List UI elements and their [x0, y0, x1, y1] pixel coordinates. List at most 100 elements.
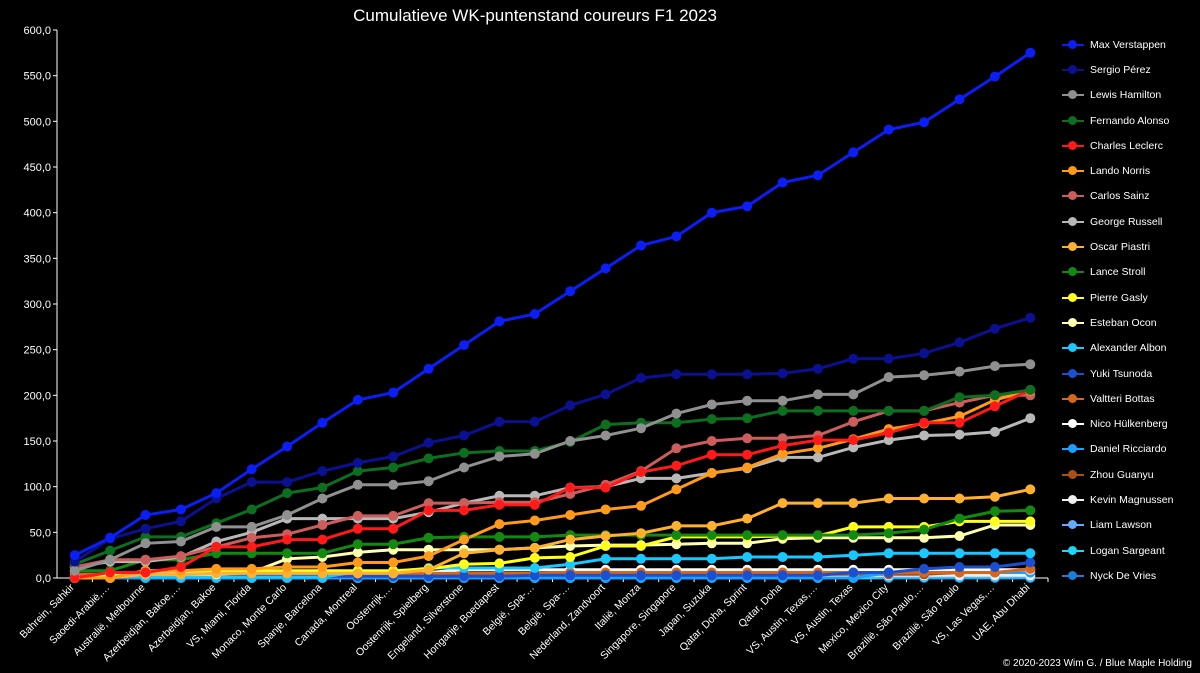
data-point: [989, 426, 1000, 437]
data-point: [989, 390, 1000, 401]
data-point: [565, 482, 576, 493]
y-tick-label: 450,0: [23, 162, 51, 174]
y-tick-label: 600,0: [23, 25, 51, 37]
data-point: [1025, 484, 1036, 495]
data-point: [848, 550, 859, 561]
y-tick-label: 350,0: [23, 253, 51, 265]
data-point: [211, 541, 222, 552]
data-point: [848, 521, 859, 532]
legend-label: Lando Norris: [1090, 165, 1151, 178]
legend-item: Yuki Tsunoda: [1062, 361, 1200, 386]
series-line: [74, 389, 1031, 580]
legend-item: Kevin Magnussen: [1062, 487, 1200, 512]
data-point: [812, 552, 823, 562]
legend-item: Valtteri Bottas: [1062, 386, 1200, 411]
data-point: [919, 430, 930, 441]
data-point: [706, 530, 717, 541]
data-point: [671, 417, 682, 428]
data-point: [989, 516, 1000, 527]
data-point: [565, 286, 576, 297]
data-point: [989, 361, 1000, 372]
legend-label: Zhou Guanyu: [1090, 468, 1154, 481]
legend-swatch: [1062, 418, 1084, 430]
y-tick-label: 400,0: [23, 208, 51, 220]
legend-label: Yuki Tsunoda: [1090, 367, 1153, 380]
data-point: [105, 532, 116, 543]
legend-label: Oscar Piastri: [1090, 241, 1151, 254]
data-point: [848, 567, 859, 578]
data-point: [246, 504, 257, 515]
data-point: [459, 559, 469, 570]
legend-item: Zhou Guanyu: [1062, 462, 1200, 487]
data-point: [282, 534, 293, 545]
data-point: [246, 532, 257, 543]
data-point: [352, 523, 363, 534]
data-point: [317, 482, 328, 493]
data-point: [494, 451, 505, 462]
data-point: [423, 476, 434, 487]
legend-swatch: [1062, 64, 1084, 76]
data-point: [529, 515, 540, 526]
data-point: [565, 436, 576, 446]
data-point: [636, 373, 646, 383]
data-point: [812, 435, 823, 446]
data-point: [883, 548, 894, 559]
series-line: [74, 362, 1031, 573]
data-point: [105, 567, 116, 578]
data-point: [883, 372, 894, 383]
data-point: [706, 436, 717, 446]
series-line: [74, 551, 1031, 579]
data-point: [742, 395, 753, 406]
data-point: [777, 530, 788, 541]
data-point: [529, 499, 540, 510]
legend-item: Alexander Albon: [1062, 336, 1200, 361]
legend-swatch: [1062, 545, 1084, 557]
data-point: [777, 405, 788, 416]
data-point: [388, 462, 399, 473]
data-point: [69, 573, 80, 583]
data-point: [742, 449, 753, 460]
data-point: [989, 562, 1000, 572]
data-point: [742, 513, 753, 524]
legend-item: Esteban Ocon: [1062, 310, 1200, 335]
data-point: [706, 468, 717, 478]
series-line: [74, 508, 1031, 573]
series-line: [74, 416, 1031, 569]
data-point: [919, 348, 930, 359]
data-point: [883, 567, 894, 578]
y-tick-label: 500,0: [23, 116, 51, 128]
legend-swatch: [1062, 443, 1084, 455]
data-point: [671, 484, 682, 495]
data-point: [175, 551, 186, 562]
data-point: [954, 513, 965, 524]
legend-label: Carlos Sainz: [1090, 190, 1150, 203]
data-point: [494, 316, 505, 327]
data-point: [600, 389, 611, 400]
data-point: [742, 369, 753, 380]
data-point: [671, 408, 682, 419]
data-point: [812, 363, 823, 374]
data-point: [529, 531, 540, 542]
data-point: [671, 539, 682, 550]
data-point: [954, 548, 965, 559]
legend-label: Pierre Gasly: [1090, 291, 1148, 304]
data-point: [989, 548, 1000, 559]
data-point: [777, 552, 788, 562]
legend-item: Logan Sargeant: [1062, 538, 1200, 563]
data-point: [848, 389, 859, 400]
data-point: [812, 405, 823, 416]
data-point: [388, 539, 399, 550]
data-point: [636, 528, 646, 539]
data-point: [636, 240, 646, 251]
data-point: [175, 504, 186, 515]
legend-label: Daniel Ricciardo: [1090, 443, 1167, 456]
x-tick-label: Saoedi-Arabië,…: [47, 582, 112, 647]
data-point: [919, 493, 930, 504]
legend-item: Fernando Alonso: [1062, 108, 1200, 133]
legend-label: Nyck De Vries: [1090, 569, 1157, 582]
legend-item: Liam Lawson: [1062, 513, 1200, 538]
data-point: [812, 170, 823, 181]
data-point: [671, 443, 682, 454]
data-point: [989, 491, 1000, 502]
